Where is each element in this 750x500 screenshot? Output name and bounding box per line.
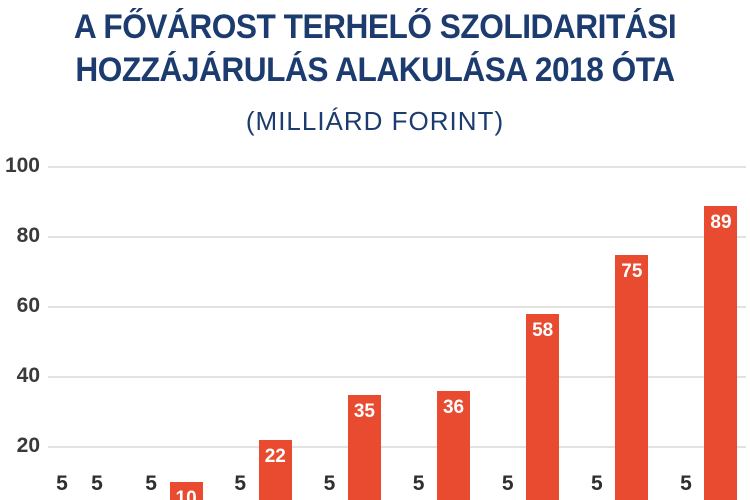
bar-value-label-main-bar-group8: 89: [710, 211, 732, 233]
y-axis-tick-100: 100: [4, 154, 40, 177]
gridline-80: [48, 236, 746, 238]
main-bar-group6: [526, 314, 560, 500]
bar-value-label-small-bar-group6: 5: [501, 471, 514, 495]
main-bar-group5: [437, 391, 471, 500]
gridline-60: [48, 306, 746, 308]
chart-header: A FŐVÁROST TERHELŐ SZOLIDARITÁSI HOZZÁJÁ…: [0, 6, 750, 137]
y-axis-tick-80: 80: [16, 224, 40, 247]
bar-value-label-small-bar-group4: 5: [323, 471, 336, 495]
bar-value-label-small-bar-group3: 5: [234, 471, 247, 495]
bar-value-label-small-bar-group8: 5: [680, 471, 692, 495]
bar-value-label-main-bar-group5: 36: [442, 397, 465, 418]
y-axis-tick-20: 20: [16, 434, 40, 457]
bar-value-label-main-bar-group3: 22: [264, 446, 286, 467]
bar-value-label-main-bar-group4: 35: [353, 400, 375, 422]
y-axis-tick-40: 40: [16, 364, 40, 387]
bar-value-label-small-bar-group1: 5: [56, 471, 68, 495]
chart-title-line-2: HOZZÁJÁRULÁS ALAKULÁSA 2018 ÓTA: [75, 51, 675, 89]
y-axis-tick-60: 60: [16, 294, 40, 317]
bar-value-label-main-bar-group1: 5: [91, 471, 103, 495]
bar-value-label-small-bar-group7: 5: [590, 471, 603, 495]
gridline-100: [48, 166, 746, 168]
main-bar-group4: [347, 394, 381, 500]
main-bar-group2: [169, 482, 203, 500]
chart-subtitle: (MILLIÁRD FORINT): [245, 106, 505, 136]
bar-value-label-small-bar-group2: 5: [145, 471, 157, 495]
bar-value-label-main-bar-group6: 58: [532, 320, 554, 341]
main-bar-group7: [615, 254, 649, 500]
chart-title-line-1: A FŐVÁROST TERHELŐ SZOLIDARITÁSI: [73, 8, 677, 46]
bar-value-label-small-bar-group5: 5: [412, 471, 425, 495]
main-bar-group3: [258, 440, 292, 500]
main-bar-group8: [704, 205, 738, 500]
gridline-20: [48, 446, 746, 448]
bar-value-label-main-bar-group2: 10: [175, 488, 197, 500]
gridline-40: [48, 376, 746, 378]
bar-value-label-main-bar-group7: 75: [621, 260, 643, 282]
